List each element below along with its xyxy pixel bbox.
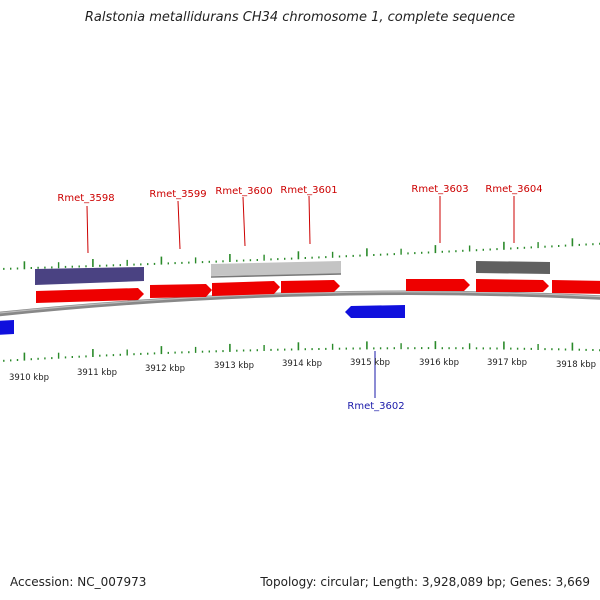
chromosome-backbone — [0, 290, 600, 317]
axis-labels: 3910 kbp 3911 kbp 3912 kbp 3913 kbp 3914… — [9, 358, 596, 383]
chromosome-backbone-highlight — [0, 291, 600, 314]
axis-label-3916: 3916 kbp — [419, 358, 459, 368]
gene-label-rmet-3604[interactable]: Rmet_3604 — [485, 184, 542, 195]
outer-tick-marks — [3, 238, 600, 270]
feature-purple — [35, 267, 144, 285]
gene-arrow-rmet-3598[interactable] — [36, 288, 144, 303]
leader-rmet-3601 — [308, 195, 311, 245]
gene-label-rmet-3600[interactable]: Rmet_3600 — [215, 186, 272, 197]
reverse-gene-track — [0, 305, 405, 335]
genome-summary-text: Topology: circular; Length: 3,928,089 bp… — [260, 575, 590, 589]
gene-label-rmet-3599[interactable]: Rmet_3599 — [149, 189, 206, 200]
axis-label-3918: 3918 kbp — [556, 360, 596, 370]
gene-arrow-rmet-3600[interactable] — [212, 281, 280, 296]
feature-track-outer — [35, 261, 550, 285]
gene-label-rmet-3602[interactable]: Rmet_3602 — [347, 401, 404, 412]
axis-label-3910: 3910 kbp — [9, 373, 49, 383]
gene-arrow-rmet-3604[interactable] — [476, 279, 549, 292]
axis-label-3917: 3917 kbp — [487, 358, 527, 368]
leader-rmet-3600 — [242, 196, 246, 247]
gene-label-rmet-3601[interactable]: Rmet_3601 — [280, 185, 337, 196]
map-title: Ralstonia metallidurans CH34 chromosome … — [84, 10, 516, 25]
feature-light-gray — [211, 261, 341, 276]
feature-dark-gray — [476, 261, 550, 274]
gene-arrow-offscreen-right[interactable] — [552, 280, 600, 294]
gene-arrow-rmet-3601[interactable] — [281, 280, 340, 293]
gene-arrow-rmet-3602[interactable] — [345, 305, 405, 318]
gene-leader-lines — [86, 195, 515, 398]
forward-gene-track — [36, 279, 600, 303]
axis-label-3913: 3913 kbp — [214, 361, 254, 371]
accession-text: Accession: NC_007973 — [10, 575, 147, 589]
gene-labels: Rmet_3598 Rmet_3599 Rmet_3600 Rmet_3601 … — [57, 184, 542, 412]
feature-light-gray-shadow — [210, 273, 342, 278]
leader-rmet-3598 — [86, 205, 89, 254]
gene-arrow-rmet-3603[interactable] — [406, 279, 470, 291]
axis-label-3912: 3912 kbp — [145, 364, 185, 374]
gene-label-rmet-3598[interactable]: Rmet_3598 — [57, 193, 114, 204]
gene-arrow-rmet-3599[interactable] — [150, 284, 212, 298]
axis-label-3915: 3915 kbp — [350, 358, 390, 368]
inner-tick-marks — [3, 341, 600, 362]
axis-label-3914: 3914 kbp — [282, 359, 322, 369]
leader-rmet-3599 — [177, 200, 181, 250]
axis-label-3911: 3911 kbp — [77, 368, 117, 378]
gene-arrow-offscreen-left[interactable] — [0, 320, 14, 335]
gene-label-rmet-3603[interactable]: Rmet_3603 — [411, 184, 468, 195]
